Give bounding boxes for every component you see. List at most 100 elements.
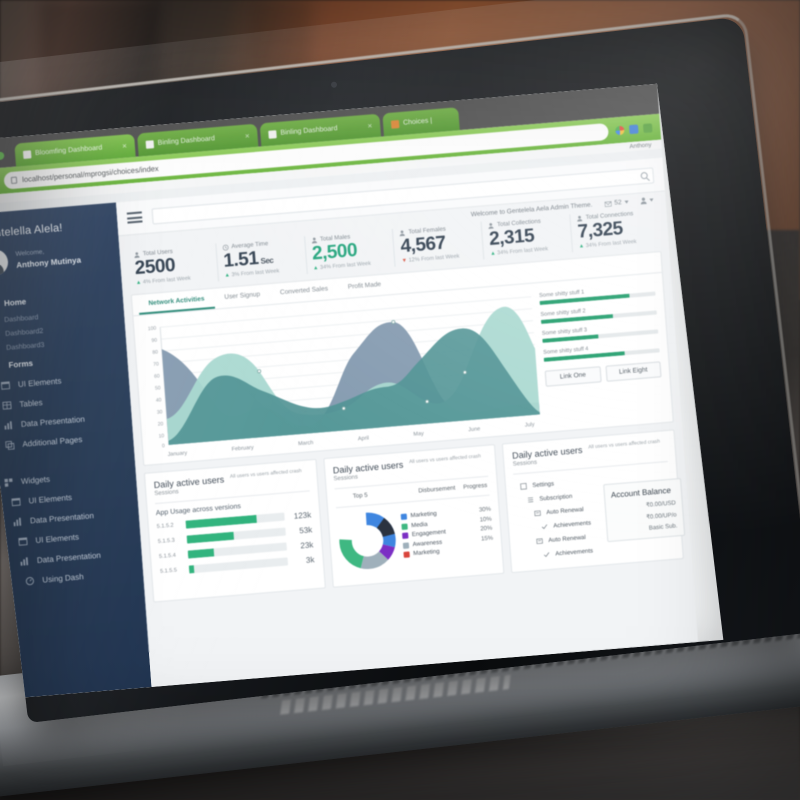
settings-label: Auto Renewal — [546, 506, 584, 516]
orange-page-icon — [390, 119, 400, 129]
sidebar-item-label: Home — [3, 296, 27, 308]
svg-text:80: 80 — [152, 349, 158, 355]
close-icon[interactable]: × — [121, 141, 128, 151]
progress-item[interactable]: Some shitty stuff 1 — [539, 283, 656, 305]
stat-tile-total-collections[interactable]: Total Collections 2,315 ▲ 34% From last … — [480, 214, 573, 260]
close-icon[interactable]: × — [367, 121, 373, 131]
laptop-lid: Bloomfing Dashboard × Binling Dashboard … — [0, 0, 800, 766]
usage-track — [186, 527, 286, 544]
legend-swatch — [401, 523, 408, 530]
legend-label: Marketing — [413, 549, 440, 558]
card-disbursement: Daily active users Sessions All users vs… — [323, 443, 505, 588]
stat-tile-average-time[interactable]: Average Time 1.51Sec ▲ 3% From last Week — [215, 236, 307, 282]
x-label: March — [297, 439, 314, 448]
donut-wrap: Marketing 30% Media 10% — [336, 501, 494, 571]
close-icon[interactable]: × — [244, 131, 250, 141]
usage-version: 5.1.5.3 — [157, 537, 175, 546]
user-menu[interactable] — [640, 196, 654, 205]
settings-label: Achievements — [553, 520, 592, 530]
messages-count: 52 — [614, 199, 622, 207]
blue-extension-icon[interactable] — [628, 123, 639, 134]
envelope-icon — [604, 200, 612, 207]
col-progress: Progress — [463, 482, 488, 491]
y-axis-labels: 100 90 80 70 60 50 40 30 — [148, 325, 166, 449]
usage-value: 123k — [293, 510, 312, 521]
tile-unit: Sec — [260, 255, 274, 266]
welcome-block: Welcome, Anthony Mutinya — [15, 245, 81, 272]
maximize-dot-icon[interactable] — [0, 151, 5, 161]
card-app-usage: Daily active users Sessions All users vs… — [143, 458, 326, 603]
panel-side: Some shitty stuff 1 Some shitty stuff 2 — [534, 273, 673, 432]
user-icon — [640, 197, 647, 205]
chart-icon — [4, 420, 13, 430]
main-content: Welcome to Gentelela Aela Admin Theme. 5… — [115, 157, 698, 687]
link-eight-button[interactable]: Link Eight — [604, 361, 662, 382]
stat-tile-total-females[interactable]: Total Females 4,567 ▼ 12% From last Week — [392, 221, 484, 267]
panel-buttons: Link One Link Eight — [544, 361, 662, 387]
legend-swatch — [401, 532, 409, 540]
chart-icon — [13, 517, 22, 526]
svg-text:40: 40 — [156, 397, 162, 403]
usage-track — [188, 557, 288, 574]
sidebar-item-label: Tables — [19, 397, 43, 409]
x-label: May — [413, 430, 425, 438]
page-icon — [268, 129, 277, 139]
extension-icons[interactable] — [614, 122, 653, 135]
balance-line: ₹0.00/USD — [645, 500, 677, 509]
tab-title: Binling Dashboard — [280, 125, 338, 137]
window-icon — [18, 536, 28, 546]
legend-swatch — [403, 551, 410, 559]
usage-value: 23k — [300, 540, 314, 551]
svg-text:70: 70 — [153, 361, 159, 367]
sidebar-item-label: Data Presentation — [36, 550, 102, 565]
balance-title: Account Balance — [610, 485, 672, 500]
legend-swatch — [402, 542, 409, 549]
legend-swatch — [400, 513, 407, 521]
page-icon — [22, 149, 32, 159]
area-chart[interactable]: 100 90 80 70 60 50 40 30 — [133, 283, 545, 464]
x-label: June — [468, 426, 481, 434]
link-one-button[interactable]: Link One — [544, 366, 602, 387]
progress-item[interactable]: Some shitty stuff 3 — [542, 321, 659, 343]
tab-title: Choices | — [402, 117, 433, 127]
widget-icon — [4, 477, 13, 487]
x-label: April — [357, 435, 370, 443]
donut-legend: Marketing 30% Media 10% — [400, 507, 494, 562]
card-settings: Daily active users Sessions All users vs… — [502, 429, 686, 573]
sidebar-item-label: Using Dash — [42, 571, 84, 585]
tab-title: Bloomfing Dashboard — [34, 144, 103, 157]
sidebar-nav-primary: Home Dashboard Dashboard2 Dashboard3 For… — [0, 279, 134, 457]
settings-label: Settings — [532, 481, 555, 489]
stat-tile-total-users[interactable]: Total Users 2500 ▲ 4% From last Week — [128, 243, 218, 288]
edit-icon — [0, 361, 1, 371]
green-extension-icon[interactable] — [642, 122, 653, 133]
progress-item[interactable]: Some shitty stuff 4 — [543, 340, 660, 362]
color-wheel-extension-icon[interactable] — [614, 125, 625, 135]
donut-chart[interactable] — [336, 509, 398, 572]
user-avatar-icon — [0, 248, 9, 277]
usage-version: 5.1.5.4 — [158, 552, 177, 561]
svg-text:30: 30 — [157, 409, 163, 415]
chart-icon — [20, 556, 29, 566]
chevron-down-icon — [624, 200, 629, 204]
usage-track — [185, 512, 285, 530]
x-label: July — [524, 421, 535, 429]
stat-tile-total-connections[interactable]: Total Connections 7,325 ▲ 34% From last … — [569, 207, 661, 253]
stat-tile-total-males[interactable]: Total Males 2,500 ▲ 34% From last Week — [303, 228, 396, 274]
svg-text:10: 10 — [158, 433, 164, 439]
card-note: All users vs users affected crash — [588, 438, 661, 451]
sidebar-item-label: Data Presentation — [20, 414, 86, 429]
progress-item[interactable]: Some shitty stuff 2 — [540, 302, 657, 324]
sidebar-nav-secondary: Widgets UI Elements Data Presentation — [0, 458, 144, 594]
svg-text:20: 20 — [158, 421, 164, 427]
gear-icon — [520, 483, 528, 491]
svg-text:0: 0 — [162, 443, 165, 449]
col-top5: Top 5 — [352, 492, 368, 500]
clone-icon — [5, 440, 15, 450]
usage-version: 5.1.5.2 — [156, 523, 174, 531]
messages-menu[interactable]: 52 — [604, 198, 629, 207]
hamburger-menu-icon[interactable] — [126, 211, 143, 224]
search-icon — [640, 171, 648, 180]
